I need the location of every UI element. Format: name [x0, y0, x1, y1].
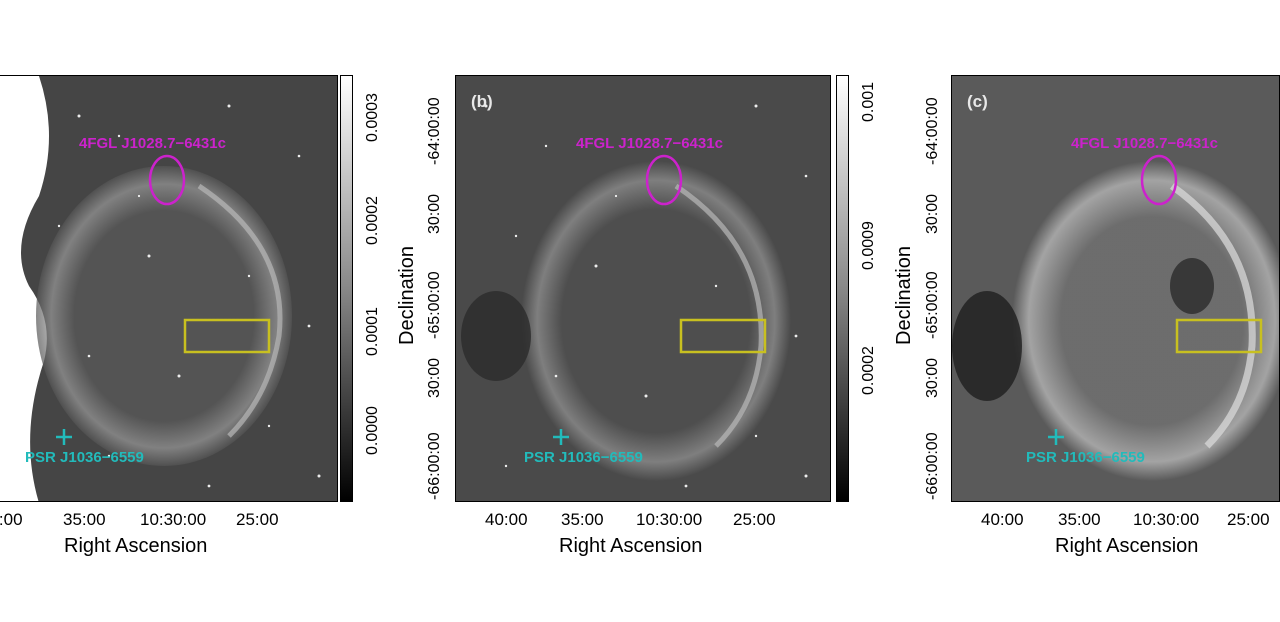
x-axis-label: Right Ascension: [559, 535, 703, 557]
region-box: [679, 318, 767, 354]
x-tick: 35:00: [561, 510, 604, 529]
y-tick: 30:00: [426, 193, 443, 234]
panel-a-image: 4FGL J1028.7−6431c PSR J1036−6559: [0, 75, 338, 502]
pulsar-label: PSR J1036−6559: [25, 449, 144, 466]
panel-label: (b): [471, 92, 493, 111]
x-axis-label: Right Ascension: [64, 535, 208, 557]
pulsar-label: PSR J1036−6559: [1026, 449, 1145, 466]
source-ellipse: [645, 154, 683, 206]
y-tick: -64:00:00: [426, 97, 443, 165]
x-axis-label: Right Ascension: [1055, 535, 1199, 557]
colorbar-b-tick: 0.001: [860, 81, 877, 122]
pulsar-marker: [1048, 429, 1064, 445]
region-box: [1175, 318, 1263, 354]
colorbar-b-tick: 0.0009: [860, 221, 877, 270]
x-tick: 25:00: [236, 510, 279, 529]
y-axis-label: Declination: [893, 246, 915, 345]
y-tick: -65:00:00: [426, 271, 443, 339]
y-tick: -66:00:00: [426, 432, 443, 500]
x-tick: 35:00: [1058, 510, 1101, 529]
colorbar-b: [836, 75, 849, 502]
y-tick: -65:00:00: [924, 271, 941, 339]
x-tick: 10:30:00: [1133, 510, 1200, 529]
x-tick: 10:30:00: [140, 510, 207, 529]
x-tick: 40:00: [0, 510, 23, 529]
y-tick: -66:00:00: [924, 432, 941, 500]
source-label: 4FGL J1028.7−6431c: [79, 135, 226, 152]
y-tick: -64:00:00: [924, 97, 941, 165]
panel-b-image: (b) 4FGL J1028.7−6431c PSR J1036−6559: [455, 75, 831, 502]
region-box: [183, 318, 271, 354]
x-tick: 25:00: [733, 510, 776, 529]
pulsar-marker: [553, 429, 569, 445]
colorbar-a-tick: 0.0001: [364, 307, 381, 356]
colorbar-a-tick: 0.0003: [364, 93, 381, 142]
y-tick: 30:00: [924, 357, 941, 398]
x-tick: 35:00: [63, 510, 106, 529]
panel-label: (c): [967, 92, 988, 111]
colorbar-a: [340, 75, 353, 502]
x-tick: 40:00: [485, 510, 528, 529]
y-tick: 30:00: [924, 193, 941, 234]
x-tick: 10:30:00: [636, 510, 703, 529]
colorbar-a-tick: 0.0000: [364, 406, 381, 455]
pulsar-label: PSR J1036−6559: [524, 449, 643, 466]
x-tick: 40:00: [981, 510, 1024, 529]
source-label: 4FGL J1028.7−6431c: [1071, 135, 1218, 152]
panel-c-image: (c) 4FGL J1028.7−6431c PSR J1036−6559: [951, 75, 1280, 502]
y-tick: 30:00: [426, 357, 443, 398]
colorbar-a-tick: 0.0002: [364, 196, 381, 245]
source-label: 4FGL J1028.7−6431c: [576, 135, 723, 152]
source-ellipse: [148, 154, 186, 206]
source-ellipse: [1140, 154, 1178, 206]
x-tick: 25:00: [1227, 510, 1270, 529]
colorbar-b-tick: 0.0002: [860, 346, 877, 395]
pulsar-marker: [56, 429, 72, 445]
y-axis-label: Declination: [396, 246, 418, 345]
